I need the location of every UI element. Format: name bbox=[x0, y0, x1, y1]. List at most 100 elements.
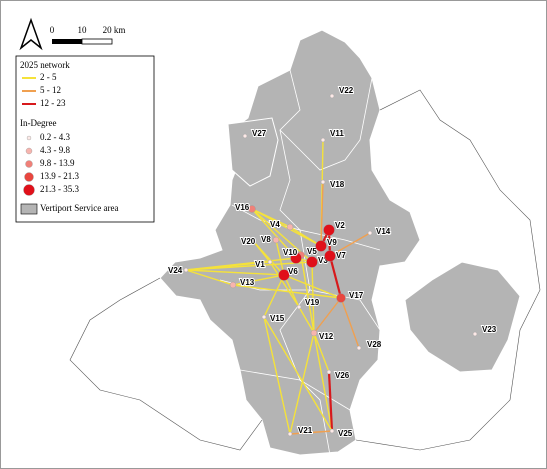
legend-label: 21.3 - 35.3 bbox=[40, 184, 79, 194]
legend-label: Vertiport Service area bbox=[40, 203, 118, 213]
vertiport-label: V22 bbox=[339, 86, 354, 95]
edge bbox=[263, 274, 285, 318]
vertiport bbox=[320, 179, 326, 185]
edges bbox=[185, 139, 371, 435]
edge bbox=[320, 181, 324, 247]
edge bbox=[329, 232, 371, 257]
vertiport-label: V8 bbox=[261, 235, 271, 244]
legend-symbol bbox=[25, 147, 33, 155]
legend-label: 4.3 - 9.8 bbox=[40, 145, 70, 155]
edge bbox=[275, 239, 285, 276]
edge bbox=[251, 208, 322, 247]
edge bbox=[185, 269, 285, 276]
edge bbox=[300, 254, 315, 334]
legend-symbol bbox=[24, 172, 34, 182]
vertiport-label: V17 bbox=[349, 291, 364, 300]
vertiport bbox=[326, 369, 332, 375]
vertiport bbox=[336, 293, 346, 303]
vertiport bbox=[324, 250, 336, 262]
edge bbox=[328, 255, 343, 299]
vertiport bbox=[310, 329, 318, 337]
vertiport-label: V21 bbox=[298, 426, 313, 435]
edge bbox=[263, 316, 291, 435]
indegree-legend: 0.2 - 4.3 4.3 - 9.8 9.8 - 13.9 13.9 - 21.3 2… bbox=[23, 132, 79, 196]
edge bbox=[269, 261, 300, 308]
vertiport-label: V9 bbox=[327, 238, 337, 247]
vertiport bbox=[248, 205, 256, 213]
vertiport bbox=[272, 236, 280, 244]
edge bbox=[253, 241, 285, 276]
vertiport-label: V4 bbox=[270, 220, 280, 229]
vertiport-label: V6 bbox=[288, 267, 298, 276]
legend-label: 0.2 - 4.3 bbox=[40, 132, 70, 142]
vertiport bbox=[261, 314, 267, 320]
vertiport-label: V13 bbox=[240, 278, 255, 287]
scale-label: 0 bbox=[50, 25, 55, 35]
north-arrow bbox=[19, 17, 43, 51]
vertiport bbox=[278, 269, 290, 281]
vertiport-label: V12 bbox=[319, 332, 334, 341]
edge bbox=[251, 208, 297, 259]
vertiport-label: V20 bbox=[241, 237, 256, 246]
vertiport-label: V28 bbox=[367, 340, 382, 349]
vertiport-label: V15 bbox=[270, 314, 285, 323]
vertiport-label: V1 bbox=[255, 260, 265, 269]
edge bbox=[289, 430, 333, 435]
edge bbox=[313, 297, 342, 334]
legend: 2025 network 2 - 5 5 - 12 12 - 23 In-Deg… bbox=[15, 55, 155, 223]
legend-symbol bbox=[25, 160, 33, 168]
vertiport bbox=[315, 240, 327, 252]
vertiport-label: V7 bbox=[336, 251, 346, 260]
vertiport-label: V5 bbox=[307, 247, 317, 256]
edge bbox=[298, 306, 315, 334]
coastline bbox=[69, 277, 263, 451]
legend-title: 2025 network bbox=[20, 60, 70, 70]
vertiport bbox=[296, 304, 302, 310]
vertiport-label: V18 bbox=[330, 180, 345, 189]
vertiport-label: V23 bbox=[482, 325, 497, 334]
legend-label: 9.8 - 13.9 bbox=[40, 158, 75, 168]
vertiport bbox=[329, 428, 335, 434]
legend-symbol bbox=[26, 135, 32, 141]
edge bbox=[185, 261, 313, 271]
vertiport bbox=[267, 259, 273, 265]
vertiport-label: V26 bbox=[335, 371, 350, 380]
vertiport bbox=[323, 224, 335, 236]
vertiport-label: V19 bbox=[305, 298, 320, 307]
edge bbox=[185, 257, 297, 271]
edge bbox=[232, 284, 342, 299]
edge bbox=[289, 332, 315, 435]
vertiport bbox=[356, 345, 362, 351]
service-area bbox=[404, 261, 521, 373]
edge bbox=[327, 371, 334, 432]
edge bbox=[313, 332, 333, 432]
vertiport bbox=[290, 252, 302, 264]
vertiport bbox=[287, 431, 293, 437]
vertiport bbox=[183, 267, 189, 273]
legend-title: In-Degree bbox=[20, 118, 56, 128]
boundary bbox=[355, 89, 541, 451]
vertiport-label: V10 bbox=[283, 248, 298, 257]
vertiport bbox=[251, 239, 257, 245]
vertiport-label: V11 bbox=[330, 129, 344, 138]
vertiport-label: V27 bbox=[252, 129, 267, 138]
vertiport bbox=[320, 137, 326, 143]
nodes: V1 V2 V3 V4 V5 V6 V7 V8 V9 V10 V11 V12 V13 V14 V15 V16 V… bbox=[167, 85, 498, 439]
scale-label: 20 km bbox=[103, 25, 126, 35]
scale-bar: 0 10 20 km bbox=[50, 25, 126, 45]
edge bbox=[283, 274, 300, 308]
legend-label: 2 - 5 bbox=[40, 72, 57, 82]
edge bbox=[311, 261, 315, 334]
vertiport bbox=[367, 230, 373, 236]
edge bbox=[263, 316, 333, 432]
vertiport bbox=[329, 93, 335, 99]
vertiport bbox=[242, 133, 248, 139]
vertiport bbox=[472, 331, 478, 337]
edge bbox=[185, 269, 234, 286]
legend-label: 12 - 23 bbox=[40, 98, 66, 108]
legend-label: 13.9 - 21.3 bbox=[40, 171, 79, 181]
edge bbox=[232, 274, 285, 286]
legend-label: 5 - 12 bbox=[40, 85, 61, 95]
vertiport-label: V2 bbox=[335, 221, 345, 230]
